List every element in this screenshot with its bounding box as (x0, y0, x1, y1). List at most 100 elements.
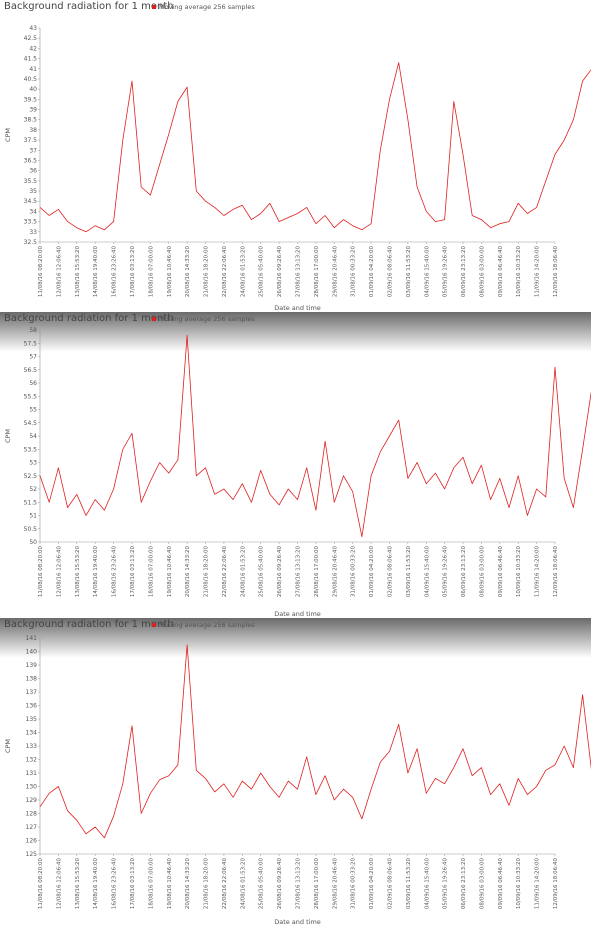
y-tick-label: 134 (26, 730, 38, 737)
y-tick-label: 125 (26, 851, 38, 858)
y-tick-label: 139 (26, 662, 38, 669)
x-tick-label: 06/09/16 23:13:20 (461, 858, 467, 910)
y-tick-label: 55.5 (24, 393, 38, 400)
x-tick-label: 12/08/16 12:06:40 (56, 246, 62, 298)
x-tick-label: 27/08/16 13:13:20 (296, 546, 302, 598)
y-tick-label: 34.5 (24, 198, 38, 205)
y-tick-label: 35.5 (24, 178, 38, 185)
y-tick-label: 37 (29, 147, 37, 154)
x-tick-label: 02/09/16 08:06:40 (387, 246, 393, 298)
x-tick-label: 03/09/16 11:53:20 (406, 246, 412, 298)
x-axis-label: Date and time (274, 610, 321, 618)
x-tick-label: 05/09/16 19:26:40 (443, 858, 449, 910)
legend-swatch (152, 317, 156, 321)
legend-label: Moving average 256 samples (159, 315, 255, 323)
x-tick-label: 10/09/16 10:33:20 (516, 546, 522, 598)
x-tick-label: 28/08/16 17:00:00 (314, 246, 320, 298)
y-tick-label: 54.5 (24, 420, 38, 427)
y-tick-label: 36.5 (24, 157, 38, 164)
chart-legend: Moving average 256 samples (152, 621, 255, 629)
x-tick-label: 31/08/16 00:33:20 (351, 546, 357, 598)
x-tick-label: 11/09/16 14:20:00 (535, 546, 541, 598)
x-tick-label: 09/09/16 06:46:40 (498, 246, 504, 298)
y-tick-label: 32.5 (24, 239, 38, 246)
x-tick-label: 13/08/16 15:53:20 (75, 546, 81, 598)
x-tick-label: 29/08/16 20:46:40 (332, 246, 338, 298)
x-tick-label: 16/08/16 23:26:40 (112, 546, 118, 598)
chart-title: Background radiation for 1 month (4, 619, 174, 630)
x-tick-label: 20/08/16 14:33:20 (185, 858, 191, 910)
y-tick-label: 41.5 (24, 56, 38, 63)
x-tick-label: 04/09/16 15:40:00 (424, 858, 430, 910)
x-tick-label: 05/09/16 19:26:40 (443, 246, 449, 298)
x-tick-label: 16/08/16 23:26:40 (112, 246, 118, 298)
series-line (39, 334, 591, 538)
x-tick-label: 03/09/16 11:53:20 (406, 546, 412, 598)
x-tick-label: 08/09/16 03:00:00 (479, 546, 485, 598)
x-tick-label: 18/08/16 07:00:00 (148, 246, 154, 298)
x-tick-label: 17/08/16 03:13:20 (130, 546, 136, 598)
y-tick-label: 128 (26, 811, 38, 818)
x-tick-label: 05/09/16 19:26:40 (443, 546, 449, 598)
x-tick-label: 14/08/16 19:40:00 (93, 858, 99, 910)
x-tick-label: 27/08/16 13:13:20 (296, 858, 302, 910)
x-tick-label: 12/08/16 12:06:40 (56, 546, 62, 598)
chart-plot: 50 50.5 51 51.5 52 52.5 53 53.5 54 54.5 55 55.5 56 56… (4, 327, 591, 618)
y-tick-label: 36 (29, 168, 37, 175)
y-tick-label: 140 (26, 649, 38, 656)
x-tick-label: 20/08/16 14:33:20 (185, 546, 191, 598)
x-tick-label: 14/08/16 19:40:00 (93, 246, 99, 298)
x-tick-label: 21/08/16 18:20:00 (204, 858, 210, 910)
x-tick-label: 11/08/16 08:20:00 (38, 246, 44, 298)
x-tick-label: 04/09/16 15:40:00 (424, 246, 430, 298)
y-tick-label: 56.5 (24, 367, 38, 374)
x-tick-label: 27/08/16 13:13:20 (296, 246, 302, 298)
x-tick-label: 18/08/16 07:00:00 (148, 858, 154, 910)
y-tick-label: 127 (26, 824, 38, 831)
x-tick-label: 19/08/16 10:46:40 (167, 858, 173, 910)
x-tick-label: 10/09/16 10:33:20 (516, 858, 522, 910)
x-tick-label: 11/09/16 14:20:00 (535, 858, 541, 910)
x-tick-label: 17/08/16 03:13:20 (130, 246, 136, 298)
y-tick-label: 33 (29, 229, 37, 236)
x-tick-label: 19/08/16 10:46:40 (167, 246, 173, 298)
chart-panel-2: Background radiation for 1 month Moving … (0, 312, 591, 618)
x-tick-label: 01/09/16 04:20:00 (369, 858, 375, 910)
chart-title: Background radiation for 1 month (4, 313, 174, 324)
x-tick-label: 14/08/16 19:40:00 (93, 546, 99, 598)
x-tick-label: 25/08/16 05:40:00 (259, 246, 265, 298)
x-tick-label: 06/09/16 23:13:20 (461, 246, 467, 298)
y-tick-label: 131 (26, 770, 38, 777)
x-axis-label: Date and time (274, 918, 321, 926)
y-tick-label: 51.5 (24, 499, 38, 506)
x-tick-label: 13/08/16 15:53:20 (75, 858, 81, 910)
x-tick-label: 09/09/16 06:46:40 (498, 546, 504, 598)
y-axis-label: CPM (4, 429, 12, 443)
y-tick-label: 56 (29, 380, 37, 387)
y-tick-label: 42 (29, 45, 37, 52)
x-tick-label: 26/08/16 09:26:40 (277, 858, 283, 910)
x-tick-label: 25/08/16 05:40:00 (259, 858, 265, 910)
legend-label: Moving average 256 samples (159, 621, 255, 629)
x-tick-label: 22/08/16 22:06:40 (222, 546, 228, 598)
legend-swatch (152, 623, 156, 627)
x-tick-label: 06/09/16 23:13:20 (461, 546, 467, 598)
chart-panel-1: Background radiation for 1 month Moving … (0, 0, 591, 312)
x-tick-label: 02/09/16 08:06:40 (387, 858, 393, 910)
y-tick-label: 50 (29, 539, 37, 546)
y-tick-label: 33.5 (24, 219, 38, 226)
x-tick-label: 01/09/16 04:20:00 (369, 546, 375, 598)
y-axis-label: CPM (4, 128, 12, 142)
legend-swatch (152, 5, 156, 9)
x-tick-label: 10/09/16 10:33:20 (516, 246, 522, 298)
y-tick-label: 38 (29, 127, 37, 134)
x-tick-label: 22/08/16 22:06:40 (222, 246, 228, 298)
y-tick-label: 130 (26, 784, 38, 791)
x-tick-label: 29/08/16 20:46:40 (332, 546, 338, 598)
y-tick-label: 136 (26, 703, 38, 710)
x-tick-label: 16/08/16 23:26:40 (112, 858, 118, 910)
y-tick-label: 38.5 (24, 117, 38, 124)
series-line (39, 644, 591, 839)
x-tick-label: 12/09/16 18:06:40 (553, 858, 559, 910)
x-tick-label: 04/09/16 15:40:00 (424, 546, 430, 598)
